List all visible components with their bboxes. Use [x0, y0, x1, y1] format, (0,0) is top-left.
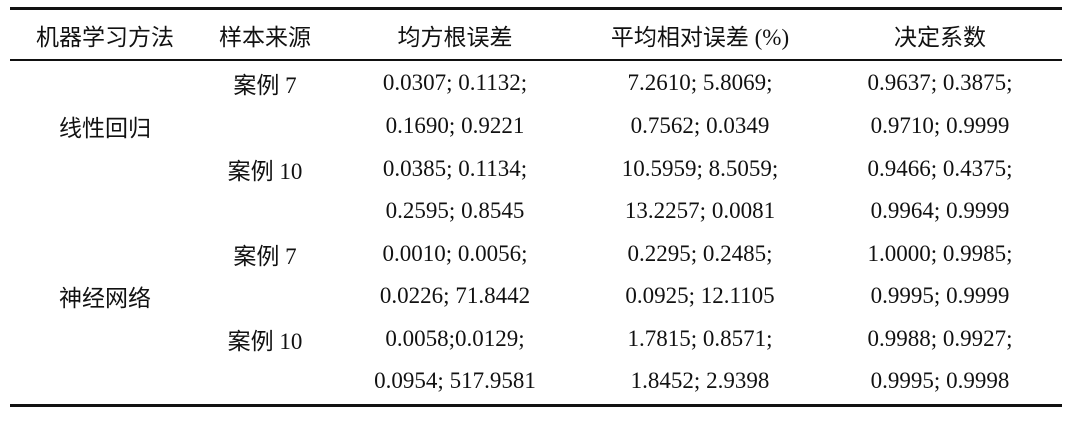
r2-value: 0.9995; 0.9999: [870, 283, 1010, 308]
r2-value: 0.9710; 0.9999: [870, 113, 1010, 138]
header-cell: 机器学习方法: [36, 25, 174, 50]
header-cell: 决定系数: [894, 25, 986, 50]
mre-value: 0.2295; 0.2485;: [627, 241, 773, 266]
r2-value: 0.9637; 0.3875;: [867, 70, 1013, 95]
sample-source: 案例 7: [233, 244, 297, 269]
mre-value: 1.8452; 2.9398: [630, 368, 770, 393]
header-cell: 样本来源: [219, 25, 311, 50]
mre-value: 0.7562; 0.0349: [630, 113, 770, 138]
header-cell: 平均相对误差 (%): [610, 25, 790, 50]
sample-source: 案例 10: [227, 329, 303, 354]
rmse-value: 0.0307; 0.1132;: [382, 70, 528, 95]
mre-value: 0.0925; 12.1105: [625, 283, 775, 308]
header-cell: 均方根误差: [397, 25, 513, 50]
method-name: 线性回归: [59, 116, 151, 141]
r2-value: 0.9964; 0.9999: [870, 198, 1010, 223]
mre-value: 7.2610; 5.8069;: [627, 70, 773, 95]
rmse-value: 0.0010; 0.0056;: [382, 241, 528, 266]
header-rule: [10, 59, 1062, 61]
r2-value: 0.9988; 0.9927;: [867, 326, 1013, 351]
mre-value: 10.5959; 8.5059;: [621, 156, 779, 181]
mre-value: 1.7815; 0.8571;: [627, 326, 773, 351]
sample-source: 案例 10: [227, 159, 303, 184]
r2-value: 0.9466; 0.4375;: [867, 156, 1013, 181]
bottom-rule: [10, 404, 1062, 407]
rmse-value: 0.1690; 0.9221: [385, 113, 525, 138]
rmse-value: 0.0385; 0.1134;: [382, 156, 528, 181]
mre-value: 13.2257; 0.0081: [624, 198, 776, 223]
rmse-value: 0.0226; 71.8442: [379, 283, 531, 308]
r2-value: 1.0000; 0.9985;: [867, 241, 1013, 266]
top-rule: [10, 7, 1062, 10]
rmse-value: 0.2595; 0.8545: [385, 198, 525, 223]
rmse-value: 0.0954; 517.9581: [374, 368, 536, 393]
r2-value: 0.9995; 0.9998: [870, 368, 1010, 393]
rmse-value: 0.0058;0.0129;: [385, 326, 525, 351]
sample-source: 案例 7: [233, 73, 297, 98]
method-name: 神经网络: [59, 286, 151, 311]
